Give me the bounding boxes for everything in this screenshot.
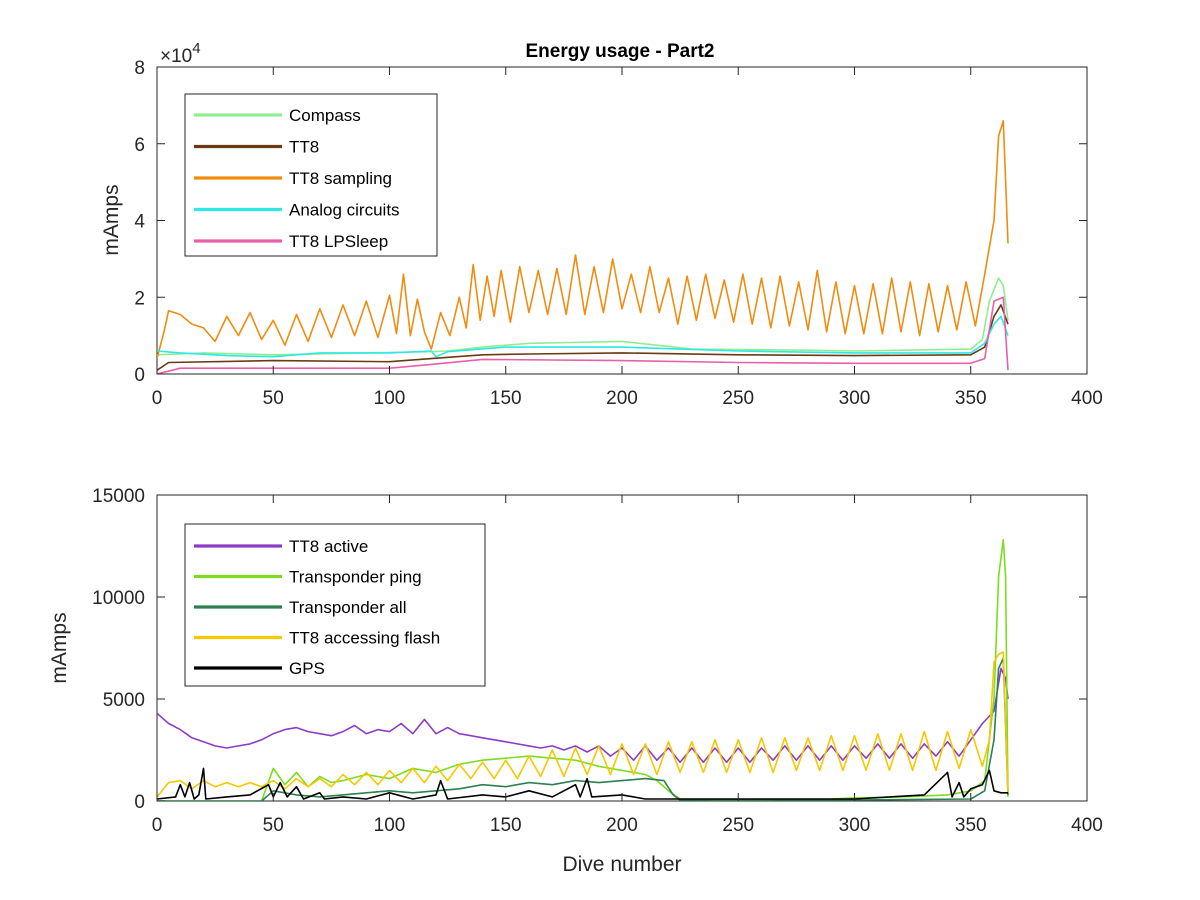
bottom-series-line-4: [157, 767, 1008, 800]
bottom-y-tick-label: 10000: [92, 588, 145, 609]
bottom-legend-box: [184, 523, 486, 687]
top-x-tick-label: 400: [1071, 388, 1103, 409]
top-y-exponent: 4: [192, 40, 200, 57]
top-x-tick-label: 300: [839, 388, 871, 409]
top-series-line-2: [157, 119, 1009, 359]
bottom-y-axis-label: mAmps: [48, 612, 71, 683]
bottom-series-line-1: [157, 539, 1009, 801]
top-y-axis-label: mAmps: [100, 184, 123, 255]
top-series-group: [157, 119, 1009, 374]
top-series-line-3: [157, 315, 1009, 358]
top-legend-box: [184, 93, 438, 257]
chart-title: Energy usage - Part2: [525, 41, 714, 62]
bottom-x-tick-label: 300: [839, 815, 871, 836]
top-y-tick-label: 4: [134, 212, 145, 233]
bottom-x-tick-label: 0: [152, 815, 163, 836]
top-x-tick-label: 200: [606, 388, 638, 409]
bottom-series-group: [157, 539, 1009, 801]
bottom-legend-label: GPS: [289, 659, 325, 678]
bottom-y-tick-label: 5000: [103, 690, 145, 711]
top-x-tick-label: 350: [955, 388, 987, 409]
top-x-tick-label: 100: [374, 388, 406, 409]
top-legend-label: TT8: [289, 138, 319, 157]
top-x-tick-label: 150: [490, 388, 522, 409]
bottom-x-tick-label: 350: [955, 815, 987, 836]
bottom-series-line-3: [157, 651, 1009, 798]
top-y-tick-label: 0: [134, 365, 145, 386]
bottom-x-tick-label: 250: [722, 815, 754, 836]
bottom-axes: 0 50 100 150 200 250 300 350 400 0 5000 10000 15000 m…: [48, 486, 1103, 876]
top-axes: 0 50 100 150 200 250 300 350 400 0 2 4 6 8 ×104 mAmps Co…: [100, 40, 1103, 409]
top-legend-label: TT8 sampling: [289, 169, 392, 188]
top-series-line-1: [157, 304, 1009, 371]
bottom-legend-label: Transponder all: [289, 598, 407, 617]
bottom-x-tick-label: 50: [263, 815, 284, 836]
bottom-x-axis-label: Dive number: [562, 853, 681, 876]
bottom-x-tick-label: 100: [374, 815, 406, 836]
top-series-line-4: [157, 296, 1009, 374]
top-y-tick-label: 8: [134, 58, 145, 79]
bottom-y-tick-label: 15000: [92, 486, 145, 507]
top-legend-label: Analog circuits: [289, 201, 400, 220]
top-y-tick-label: 2: [134, 288, 145, 309]
top-y-tick-label: 6: [134, 135, 145, 156]
bottom-x-tick-label: 400: [1071, 815, 1103, 836]
top-legend: Compass TT8 TT8 sampling Analog circuits TT8…: [184, 93, 438, 257]
bottom-legend-label: TT8 active: [289, 537, 368, 556]
bottom-legend: TT8 active Transponder ping Transponder al…: [184, 523, 486, 687]
bottom-x-tick-label: 200: [606, 815, 638, 836]
top-y-exponent-label: ×104: [160, 40, 201, 67]
bottom-series-line-2: [157, 657, 1009, 801]
top-legend-label: Compass: [289, 106, 361, 125]
bottom-legend-label: TT8 accessing flash: [289, 629, 440, 648]
top-legend-label: TT8 LPSleep: [289, 232, 388, 251]
bottom-y-tick-label: 0: [134, 792, 145, 813]
bottom-legend-label: Transponder ping: [289, 568, 422, 587]
top-x-tick-label: 50: [263, 388, 284, 409]
top-x-tick-label: 0: [152, 388, 163, 409]
bottom-x-tick-label: 150: [490, 815, 522, 836]
top-x-tick-label: 250: [722, 388, 754, 409]
